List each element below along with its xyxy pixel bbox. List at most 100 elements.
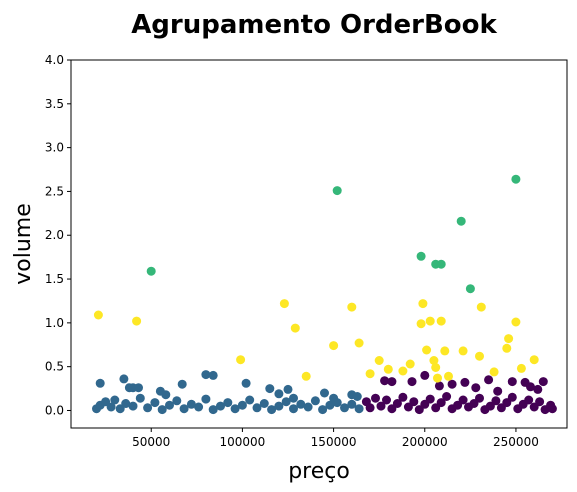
data-point — [405, 359, 415, 369]
data-point — [436, 259, 446, 269]
y-axis-label: volume — [11, 203, 36, 285]
data-point — [252, 403, 262, 413]
x-axis-ticks: 50000 100000 150000 200000 250000 — [132, 428, 539, 449]
data-point — [475, 351, 484, 361]
data-point — [259, 399, 269, 408]
data-point — [274, 401, 284, 411]
data-point — [177, 379, 187, 389]
y-tick-label: 2.0 — [45, 228, 64, 242]
data-point — [507, 392, 517, 402]
data-point — [507, 377, 517, 387]
data-point — [434, 381, 444, 391]
x-tick-label: 200000 — [402, 435, 448, 449]
y-tick-label: 3.5 — [45, 97, 64, 111]
data-point — [134, 383, 143, 393]
y-tick-label: 1.0 — [45, 316, 64, 330]
data-point — [208, 370, 218, 380]
data-point — [157, 405, 167, 415]
data-point — [325, 400, 335, 410]
data-point — [265, 384, 275, 394]
x-axis-label: preço — [288, 459, 350, 484]
data-point — [429, 356, 439, 365]
data-point — [465, 284, 475, 294]
data-point — [128, 401, 138, 411]
data-point — [538, 377, 548, 387]
data-point — [436, 316, 446, 326]
y-tick-label: 4.0 — [45, 53, 64, 67]
data-point — [290, 323, 300, 333]
data-point — [422, 345, 432, 355]
data-point — [236, 355, 246, 365]
data-point — [476, 302, 486, 312]
data-point — [489, 367, 499, 377]
data-point — [535, 397, 545, 407]
data-point — [106, 402, 116, 412]
data-point — [241, 378, 251, 388]
data-point — [383, 364, 393, 374]
data-point — [376, 401, 386, 411]
data-point — [380, 376, 390, 386]
data-point — [179, 404, 189, 414]
data-point — [420, 370, 430, 380]
data-point — [436, 398, 446, 408]
data-point — [425, 394, 435, 404]
data-point — [502, 343, 512, 353]
data-point — [223, 398, 233, 408]
data-point — [310, 396, 320, 406]
data-point — [281, 397, 291, 407]
data-point — [208, 405, 218, 415]
data-point — [471, 383, 481, 393]
data-point — [110, 395, 120, 405]
data-point — [303, 402, 313, 412]
data-point — [121, 399, 131, 408]
x-tick-label: 50000 — [132, 435, 170, 449]
data-point — [186, 399, 196, 409]
data-point — [289, 404, 298, 414]
data-point — [194, 402, 204, 412]
y-tick-label: 2.5 — [45, 184, 64, 198]
data-point — [165, 400, 174, 410]
data-point — [493, 386, 503, 396]
data-point — [332, 186, 342, 196]
data-point — [433, 373, 442, 383]
data-point — [382, 395, 391, 405]
data-point — [475, 393, 484, 403]
data-point — [425, 316, 435, 326]
data-point — [237, 400, 247, 410]
y-tick-label: 3.0 — [45, 141, 64, 155]
data-point — [340, 403, 349, 413]
data-point — [491, 396, 501, 406]
data-point — [352, 392, 362, 401]
data-point — [354, 338, 364, 348]
data-point — [504, 334, 514, 344]
data-point — [460, 377, 470, 387]
data-point — [398, 392, 408, 402]
y-tick-label: 0.5 — [45, 360, 64, 374]
data-point — [547, 404, 557, 414]
data-point — [347, 302, 357, 312]
data-point — [354, 404, 364, 414]
data-point — [447, 379, 457, 389]
chart-title: Agrupamento OrderBook — [131, 10, 497, 40]
data-point — [398, 366, 408, 376]
data-point — [119, 374, 129, 384]
data-point — [201, 394, 211, 404]
data-point — [526, 382, 535, 392]
data-point — [150, 398, 160, 408]
data-point — [511, 174, 521, 184]
data-point — [143, 403, 153, 413]
data-point — [365, 369, 375, 379]
data-point — [374, 356, 384, 365]
data-point — [456, 216, 466, 226]
data-point — [279, 299, 289, 309]
data-point — [484, 375, 494, 385]
data-point — [201, 370, 211, 380]
data-point — [431, 363, 441, 372]
data-point — [172, 396, 182, 406]
data-point — [146, 266, 156, 276]
data-point — [444, 371, 453, 381]
x-tick-label: 250000 — [493, 435, 539, 449]
data-point — [296, 399, 306, 409]
y-axis-ticks: 0.0 0.5 1.0 1.5 2.0 2.5 3.0 3.5 4.0 — [45, 53, 71, 417]
data-point — [416, 319, 426, 329]
